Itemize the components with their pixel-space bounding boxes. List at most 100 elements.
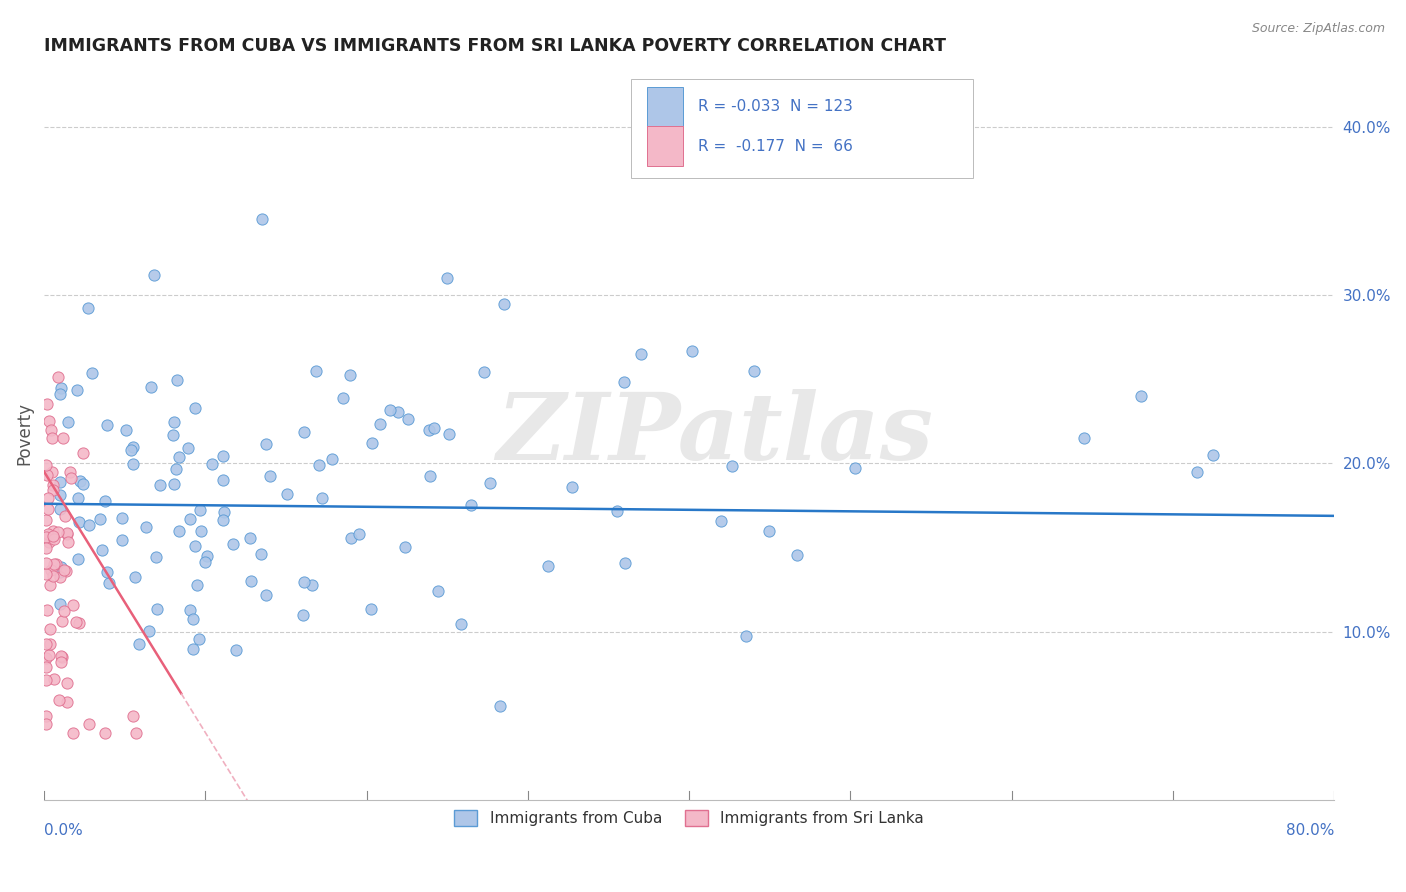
Point	[42, 557, 65, 571]
Point	[212, 513, 235, 527]
Point	[212, 449, 235, 463]
Point	[59, 471, 82, 485]
Point	[56, 676, 79, 690]
Point	[163, 415, 186, 429]
Point	[56, 527, 79, 541]
Point	[254, 436, 277, 450]
Point	[250, 548, 273, 562]
Point	[122, 457, 145, 471]
Legend: Immigrants from Cuba, Immigrants from Sri Lanka: Immigrants from Cuba, Immigrants from Sr…	[449, 805, 929, 832]
Point	[49, 502, 72, 516]
Point	[41, 524, 63, 538]
Point	[41, 465, 63, 479]
Point	[35, 567, 58, 582]
Point	[35, 513, 58, 527]
Point	[76, 301, 98, 315]
Point	[195, 549, 218, 563]
Point	[250, 212, 273, 227]
Point	[1073, 431, 1095, 445]
Point	[561, 480, 583, 494]
Point	[55, 509, 77, 524]
Point	[254, 588, 277, 602]
Bar	[647, 126, 683, 167]
Point	[67, 616, 90, 631]
Point	[46, 370, 69, 384]
Point	[145, 549, 167, 564]
Point	[69, 474, 91, 488]
Point	[89, 512, 111, 526]
Point	[1202, 448, 1225, 462]
Point	[49, 570, 72, 584]
Point	[82, 366, 104, 380]
Point	[183, 611, 205, 625]
Point	[340, 532, 363, 546]
Point	[35, 458, 58, 472]
Point	[1129, 389, 1152, 403]
Point	[51, 655, 73, 669]
Point	[418, 468, 440, 483]
Point	[38, 648, 60, 662]
Point	[38, 637, 60, 651]
Point	[44, 532, 66, 546]
Point	[179, 512, 201, 526]
Point	[35, 660, 58, 674]
Point	[62, 725, 84, 739]
Text: ZIPatlas: ZIPatlas	[496, 389, 934, 479]
Text: IMMIGRANTS FROM CUBA VS IMMIGRANTS FROM SRI LANKA POVERTY CORRELATION CHART: IMMIGRANTS FROM CUBA VS IMMIGRANTS FROM …	[44, 37, 946, 55]
Point	[77, 517, 100, 532]
Point	[41, 431, 63, 445]
Point	[460, 499, 482, 513]
Point	[222, 537, 245, 551]
Point	[42, 672, 65, 686]
Point	[360, 602, 382, 616]
Point	[46, 525, 69, 540]
Point	[72, 477, 94, 491]
Point	[478, 475, 501, 490]
Text: 80.0%: 80.0%	[1286, 823, 1334, 838]
Point	[35, 530, 58, 544]
Point	[492, 296, 515, 310]
Point	[139, 380, 162, 394]
Point	[537, 558, 560, 573]
Point	[49, 386, 72, 401]
Point	[55, 525, 77, 540]
Point	[49, 381, 72, 395]
Point	[167, 450, 190, 464]
Point	[613, 375, 636, 389]
Point	[111, 511, 134, 525]
Point	[77, 717, 100, 731]
Point	[742, 364, 765, 378]
Point	[59, 466, 82, 480]
Bar	[647, 87, 683, 127]
Point	[38, 414, 60, 428]
Point	[212, 473, 235, 487]
Point	[49, 597, 72, 611]
Point	[378, 403, 401, 417]
Point	[42, 529, 65, 543]
Point	[35, 708, 58, 723]
Point	[138, 624, 160, 638]
Point	[332, 391, 354, 405]
Point	[427, 583, 450, 598]
Point	[321, 452, 343, 467]
Text: R = -0.033  N = 123: R = -0.033 N = 123	[699, 99, 853, 114]
Point	[37, 526, 59, 541]
Point	[128, 636, 150, 650]
Point	[51, 560, 73, 574]
Point	[186, 578, 208, 592]
Point	[163, 477, 186, 491]
Point	[311, 491, 333, 505]
Point	[49, 475, 72, 489]
Point	[439, 427, 461, 442]
Point	[51, 649, 73, 664]
Point	[124, 570, 146, 584]
Point	[347, 527, 370, 541]
Point	[125, 725, 148, 739]
Point	[181, 642, 204, 657]
Text: 0.0%: 0.0%	[44, 823, 83, 838]
Point	[394, 540, 416, 554]
Point	[630, 347, 652, 361]
Point	[276, 487, 298, 501]
Point	[1185, 465, 1208, 479]
Point	[301, 578, 323, 592]
